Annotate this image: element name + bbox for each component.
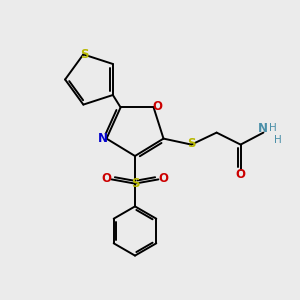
Text: S: S	[80, 48, 89, 61]
Text: H: H	[268, 123, 276, 134]
Text: S: S	[131, 177, 139, 190]
Text: O: O	[236, 168, 246, 181]
Text: N: N	[98, 132, 108, 145]
Text: N: N	[258, 122, 268, 135]
Text: O: O	[102, 172, 112, 185]
Text: O: O	[158, 172, 168, 185]
Text: H: H	[274, 135, 282, 145]
Text: S: S	[187, 136, 196, 150]
Text: O: O	[152, 100, 162, 113]
